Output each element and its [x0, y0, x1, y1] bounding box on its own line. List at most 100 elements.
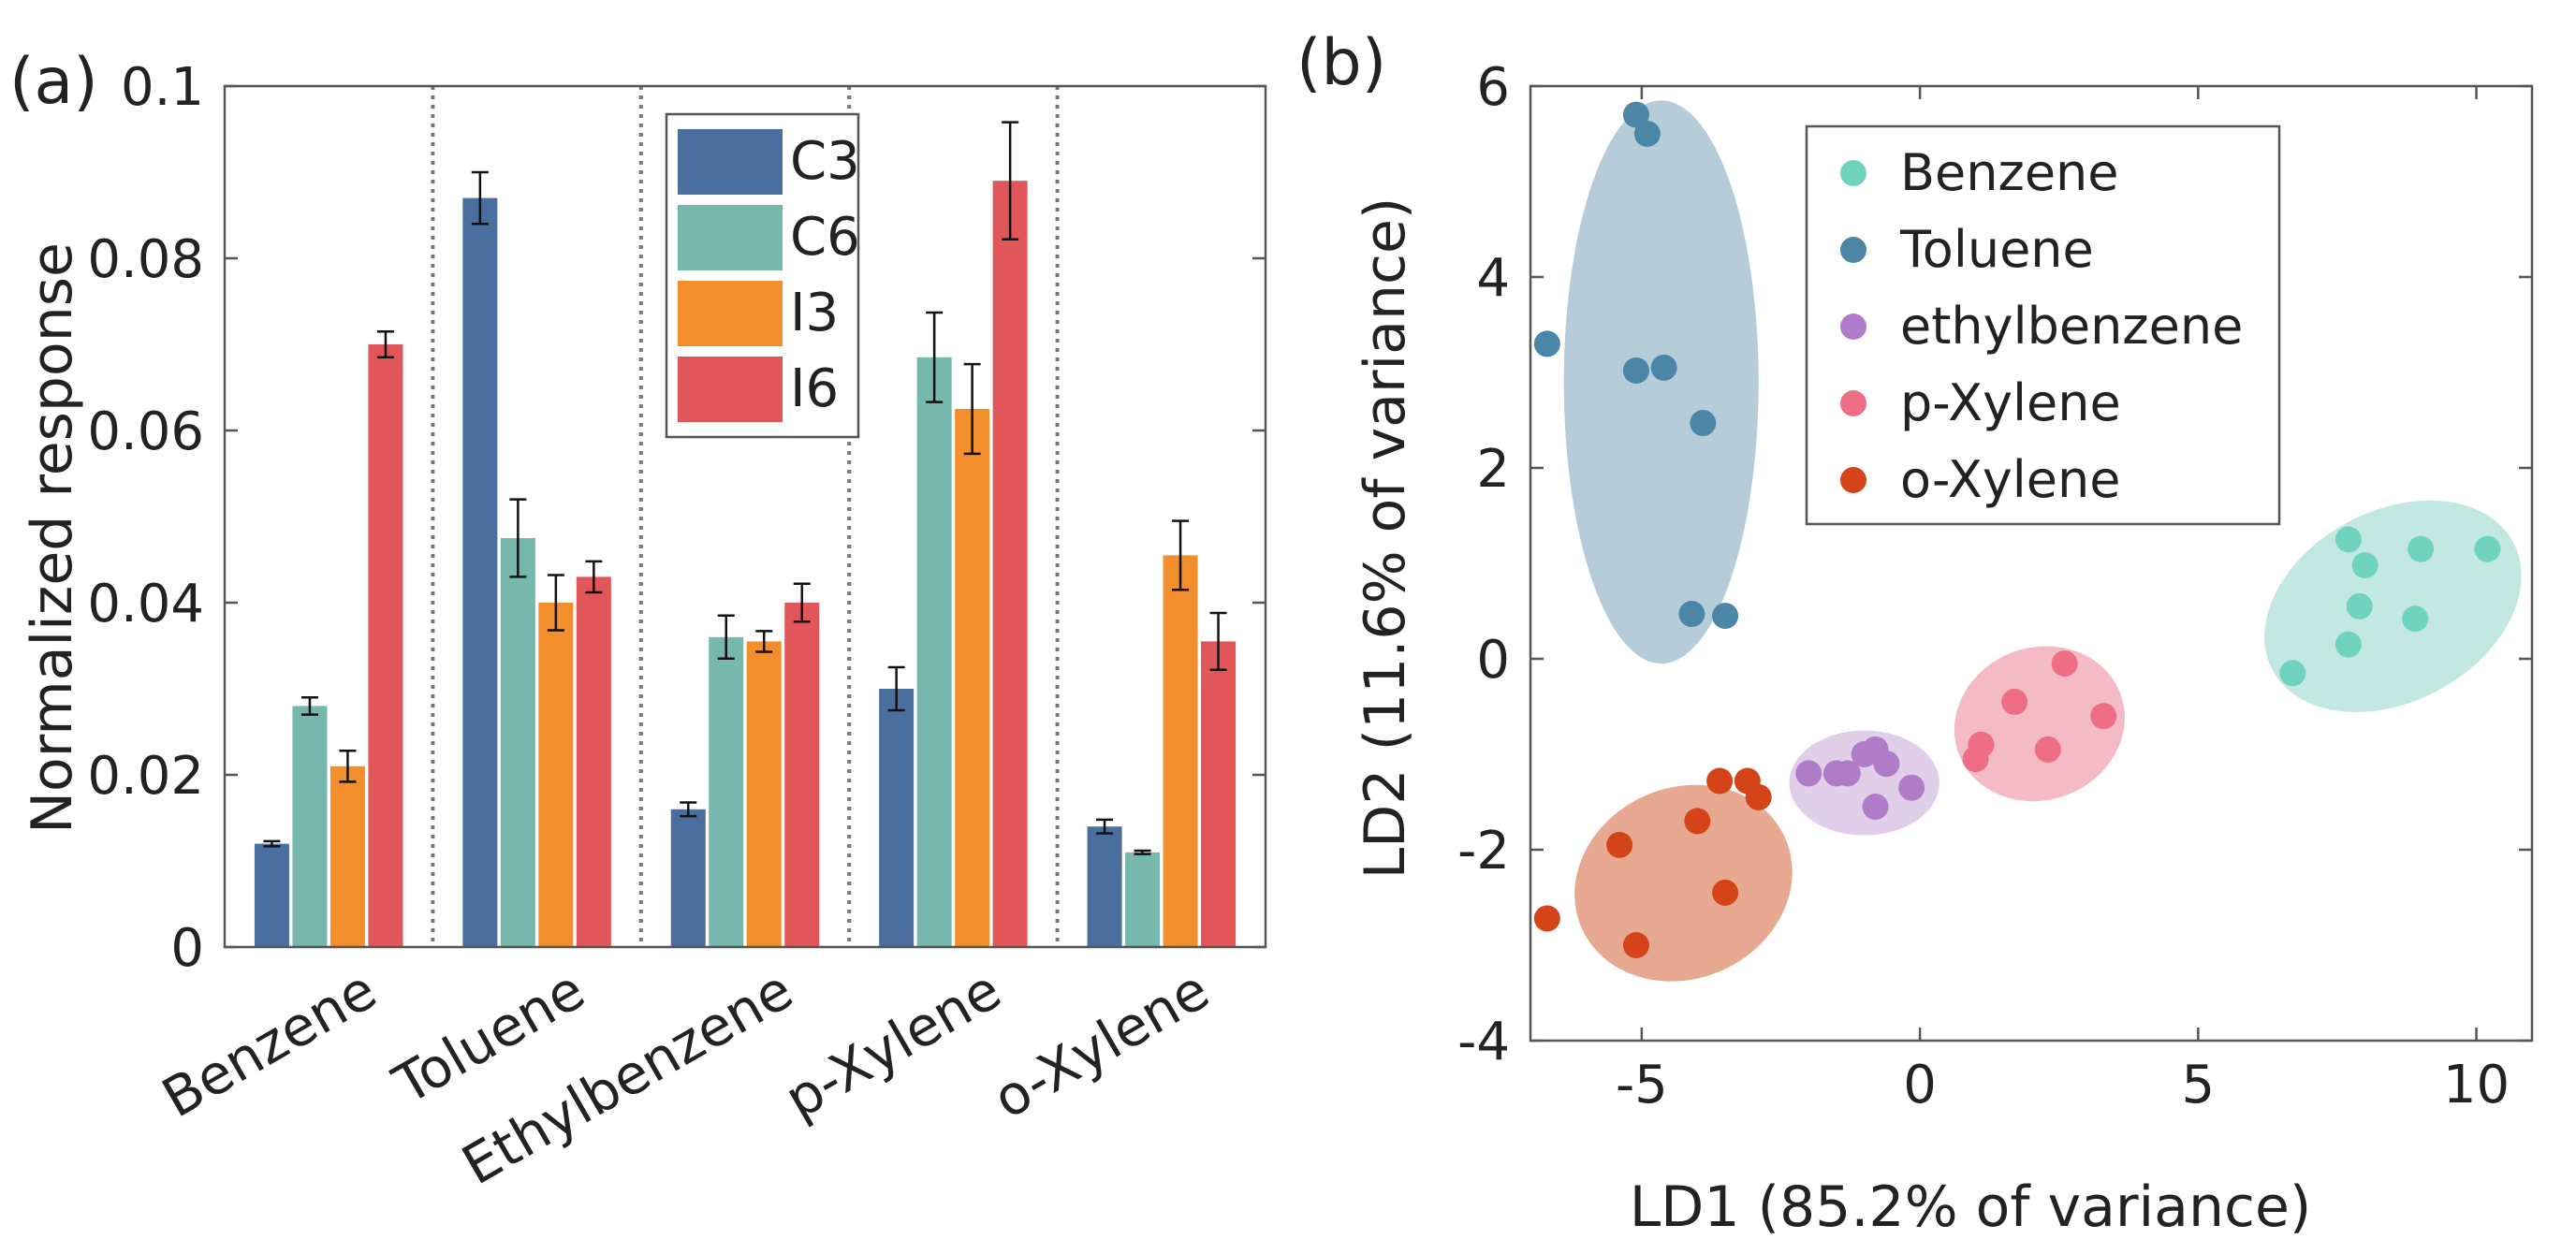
point-Toluene: [1678, 601, 1705, 628]
point-o-Xylene: [1706, 767, 1734, 795]
point-Toluene: [1650, 354, 1677, 381]
bar-C6-Toluene: [500, 538, 535, 947]
point-Benzene: [2346, 592, 2373, 620]
bar-C6-Ethylbenzene: [709, 636, 744, 947]
point-p-Xylene: [1968, 731, 1995, 758]
legend-label-I6: I6: [790, 358, 839, 419]
legend-marker-Benzene: [1840, 160, 1866, 186]
legend-marker-p-Xylene: [1840, 390, 1866, 416]
plot-frame-a: [223, 84, 1267, 949]
point-p-Xylene: [2090, 703, 2117, 730]
bar-C6-p-Xylene: [916, 357, 952, 947]
legend-label-Benzene: Benzene: [1900, 143, 2119, 202]
legend-label-p-Xylene: p-Xylene: [1900, 373, 2121, 432]
point-ethylbenzene: [1873, 751, 1900, 778]
point-Benzene: [2408, 535, 2435, 562]
bar-C3-o-Xylene: [1087, 826, 1122, 947]
x-axis-label-b: LD1 (85.2% of variance): [1630, 1174, 2312, 1240]
point-o-Xylene: [1712, 879, 1739, 906]
cluster-ellipse-Toluene: [1563, 100, 1759, 664]
legend-box: [1805, 124, 2281, 526]
y-tick-label: 0.1: [121, 57, 204, 118]
y-tick-label: 0: [170, 918, 204, 979]
point-Benzene: [2334, 631, 2362, 658]
y-tick-label: 4: [1476, 248, 1510, 309]
point-Benzene: [2334, 526, 2362, 553]
bar-I3-Toluene: [538, 603, 574, 947]
y-axis-label-a: Normalized response: [20, 242, 85, 834]
y-axis-label-b: LD2 (11.6% of variance): [1353, 197, 1418, 880]
legend-b: Benzene Toluene ethylbenzene p-Xylene o-Xyle…: [1805, 124, 2281, 526]
bar-chart-panel: (a) Normalized response 0 0.02 0.04 0.06 0.0…: [9, 45, 1267, 1197]
x-tick-label: o-Xylene: [983, 957, 1220, 1130]
legend-label-ethylbenzene: ethylbenzene: [1900, 297, 2243, 356]
bar-I3-o-Xylene: [1163, 555, 1198, 947]
legend-label-C3: C3: [790, 131, 860, 192]
bar-C3-p-Xylene: [879, 689, 915, 947]
bar-I6-o-Xylene: [1201, 641, 1237, 947]
cluster-ellipse-ethylbenzene: [1789, 730, 1939, 836]
y-tick-label: 0.04: [87, 574, 204, 634]
bar-C3-Toluene: [462, 197, 498, 948]
legend-label-o-Xylene: o-Xylene: [1900, 450, 2120, 509]
scatter-chart-panel: (b) LD2 (11.6% of variance) LD1 (85.2% o…: [1296, 26, 2534, 1240]
legend-marker-Toluene: [1840, 237, 1866, 263]
y-tick-label: 0.08: [87, 229, 204, 290]
x-tick-label: p-Xylene: [774, 957, 1011, 1130]
bar-I6-p-Xylene: [992, 181, 1028, 947]
point-ethylbenzene: [1795, 760, 1822, 787]
point-Toluene: [1633, 121, 1661, 147]
bar-C3-Ethylbenzene: [670, 809, 706, 947]
legend-swatch-I6: [678, 357, 783, 422]
point-Benzene: [2474, 535, 2501, 562]
point-Toluene: [1533, 330, 1560, 357]
x-tick-label: -5: [1616, 1055, 1668, 1115]
y-tick-label: 0.02: [87, 746, 204, 807]
y-tick-label: 2: [1476, 439, 1510, 500]
bar-C3-Benzene: [254, 843, 289, 947]
panel-label-a: (a): [9, 45, 98, 119]
legend-marker-ethylbenzene: [1840, 314, 1866, 340]
legend-label-Toluene: Toluene: [1899, 220, 2094, 279]
cluster-ellipse-o-Xylene: [1574, 784, 1793, 982]
point-o-Xylene: [1745, 783, 1772, 810]
point-o-Xylene: [1684, 808, 1711, 835]
point-Toluene: [1622, 357, 1649, 384]
point-ethylbenzene: [1862, 794, 1889, 821]
point-Benzene: [2279, 660, 2306, 687]
x-tick-label: 5: [2182, 1055, 2216, 1115]
legend-label-C6: C6: [790, 207, 860, 268]
x-tick-label: 0: [1903, 1055, 1937, 1115]
bar-I3-p-Xylene: [955, 409, 990, 947]
legend-swatch-C3: [678, 129, 783, 195]
point-p-Xylene: [2051, 650, 2078, 678]
point-ethylbenzene: [1834, 760, 1861, 787]
point-o-Xylene: [1533, 905, 1560, 932]
point-Benzene: [2351, 552, 2378, 579]
y-tick-label: 0.06: [87, 401, 204, 462]
point-p-Xylene: [2034, 736, 2061, 763]
y-tick-label: 6: [1476, 57, 1510, 118]
point-Toluene: [1622, 101, 1649, 128]
panel-label-b: (b): [1296, 26, 1386, 100]
y-tick-label: 0: [1476, 630, 1510, 691]
bar-I6-Toluene: [576, 576, 611, 947]
cluster-ellipse-Benzene: [2264, 500, 2522, 712]
legend-a: C3 C6 I3 I6: [665, 112, 860, 439]
legend-label-I3: I3: [790, 283, 839, 343]
x-tick-label: 10: [2443, 1055, 2510, 1115]
bar-I3-Ethylbenzene: [746, 641, 782, 947]
point-o-Xylene: [1606, 831, 1633, 858]
y-tick-label: -4: [1457, 1012, 1510, 1072]
legend-swatch-C6: [678, 205, 783, 270]
bar-C6-o-Xylene: [1125, 852, 1161, 947]
x-tick-label: Benzene: [152, 957, 387, 1130]
plot-frame-b: [1529, 84, 2534, 1043]
point-Benzene: [2402, 605, 2429, 633]
bar-I6-Benzene: [368, 344, 403, 947]
point-Toluene: [1690, 410, 1717, 437]
point-p-Xylene: [2001, 688, 2028, 715]
point-o-Xylene: [1622, 932, 1649, 958]
legend-marker-o-Xylene: [1840, 467, 1866, 493]
